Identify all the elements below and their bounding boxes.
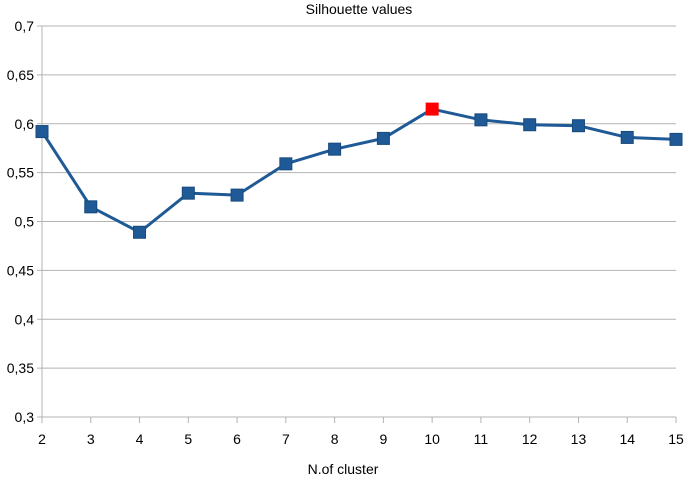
- data-point-4: [230, 188, 244, 202]
- series-line-0: [40, 107, 678, 234]
- x-tick-label-2: 4: [136, 431, 144, 447]
- x-tick-label-13: 15: [668, 431, 684, 447]
- x-tick-label-3: 5: [184, 431, 192, 447]
- x-tick-label-4: 6: [233, 431, 241, 447]
- data-point-2: [133, 225, 147, 239]
- data-point-10: [523, 118, 537, 132]
- x-tick-label-6: 8: [331, 431, 339, 447]
- y-tick-label-3: 0,45: [7, 262, 34, 278]
- x-tick-label-5: 7: [282, 431, 290, 447]
- x-tick-label-7: 9: [379, 431, 387, 447]
- x-axis-title: N.of cluster: [308, 461, 379, 477]
- data-point-0: [35, 125, 49, 139]
- x-tick-label-11: 13: [571, 431, 587, 447]
- chart-title: Silhouette values: [306, 1, 413, 17]
- data-point-13: [669, 132, 683, 146]
- y-tick-label-2: 0,4: [15, 311, 35, 327]
- y-tick-label-8: 0,7: [15, 18, 35, 34]
- data-point-highlighted: [425, 102, 439, 116]
- x-tick-label-1: 3: [87, 431, 95, 447]
- x-tick-label-12: 14: [619, 431, 635, 447]
- y-tick-label-7: 0,65: [7, 67, 34, 83]
- x-tick-label-8: 10: [424, 431, 440, 447]
- x-tick-labels: 2 3 4 5 6 7 8 9 10 11 12 13 14 15: [38, 431, 684, 447]
- data-point-1: [84, 200, 98, 214]
- axes: [41, 26, 677, 423]
- data-point-3: [181, 186, 195, 200]
- y-tick-label-4: 0,5: [15, 214, 35, 230]
- data-point-11: [571, 119, 585, 133]
- y-tick-label-6: 0,6: [15, 116, 35, 132]
- y-tick-labels: 0,3 0,35 0,4 0,45 0,5 0,55 0,6 0,65 0,7: [7, 18, 34, 425]
- y-tick-label-0: 0,3: [15, 409, 35, 425]
- data-point-9: [474, 113, 488, 127]
- series-layer: [35, 102, 683, 239]
- x-tick-label-0: 2: [38, 431, 46, 447]
- x-tick-label-9: 11: [474, 431, 489, 447]
- y-tick-label-5: 0,55: [7, 165, 34, 181]
- data-point-12: [620, 130, 634, 144]
- y-tick-label-1: 0,35: [7, 360, 34, 376]
- x-tick-label-10: 12: [522, 431, 538, 447]
- data-point-5: [279, 157, 293, 171]
- data-point-6: [328, 142, 342, 156]
- data-point-7: [376, 131, 390, 145]
